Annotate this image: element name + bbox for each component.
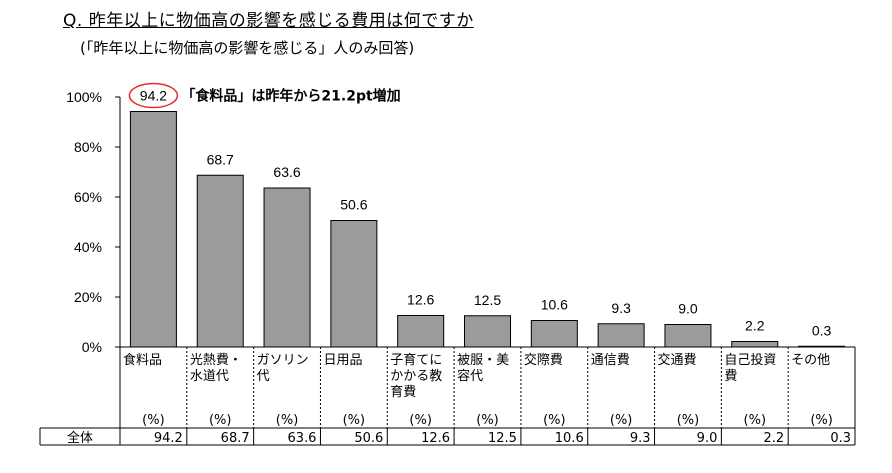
- table-cell-value: 12.6: [421, 431, 450, 446]
- bar-value-label: 63.6: [273, 164, 300, 180]
- bar-value-label: 0.3: [812, 322, 832, 338]
- y-tick-label: 20%: [74, 289, 102, 305]
- category-label: 育費: [390, 384, 416, 400]
- unit-label: (%): [810, 413, 833, 428]
- question-title: Q. 昨年以上に物価高の影響を感じる費用は何ですか: [63, 11, 474, 31]
- unit-label: (%): [744, 413, 767, 428]
- unit-label: (%): [409, 413, 432, 428]
- table-row-label: 全体: [67, 430, 93, 446]
- table-cell-value: 12.5: [488, 431, 517, 446]
- bar-value-label: 50.6: [340, 197, 367, 213]
- question-subtitle: (「昨年以上に物価高の影響を感じる」人のみ回答): [80, 39, 415, 57]
- bar: [397, 315, 445, 348]
- bar: [330, 220, 378, 348]
- bar-value-label: 68.7: [207, 151, 234, 167]
- y-tick-label: 0%: [82, 339, 102, 355]
- unit-label: (%): [142, 413, 165, 428]
- bar: [263, 187, 311, 348]
- category-label: 自己投資: [724, 352, 776, 368]
- category-label: 代: [257, 369, 270, 384]
- bar: [464, 315, 511, 348]
- bar-value-label: 9.3: [611, 300, 631, 316]
- category-label: 日用品: [323, 353, 362, 368]
- y-tick-label: 40%: [74, 239, 102, 255]
- category-label: 子育てに: [390, 352, 442, 368]
- unit-label: (%): [276, 413, 299, 428]
- bar: [129, 111, 177, 348]
- table-cell-value: 10.6: [555, 431, 584, 446]
- category-label: 被服・美: [457, 353, 509, 368]
- unit-label: (%): [543, 413, 566, 428]
- bar: [597, 323, 645, 348]
- bar-value-label: 2.2: [745, 318, 765, 334]
- bar-value-label: 12.5: [474, 292, 501, 308]
- table-cell-value: 9.3: [630, 431, 651, 446]
- category-label: ガソリン: [257, 353, 309, 368]
- category-label: 水道代: [190, 369, 229, 384]
- unit-label: (%): [677, 413, 700, 428]
- bar: [664, 324, 712, 348]
- highlight-circle: [128, 82, 179, 109]
- table-cell-value: 9.0: [697, 431, 718, 446]
- y-tick-label: 60%: [74, 189, 102, 205]
- unit-label: (%): [209, 413, 232, 428]
- table-cell-value: 2.2: [763, 431, 784, 446]
- bar: [798, 345, 846, 348]
- bar-value-label: 12.6: [407, 292, 434, 308]
- bar: [196, 174, 244, 348]
- category-label: 通信費: [591, 353, 630, 368]
- annotation-text: 「食料品」は昨年から21.2pt増加: [181, 88, 400, 105]
- category-label: 容代: [457, 368, 483, 384]
- table-cell-value: 63.6: [288, 431, 317, 446]
- bar: [530, 320, 578, 348]
- bar-value-label: 10.6: [541, 297, 568, 313]
- y-tick-label: 100%: [66, 89, 102, 105]
- unit-label: (%): [610, 413, 633, 428]
- unit-label: (%): [343, 413, 366, 428]
- table-cell-value: 50.6: [354, 431, 383, 446]
- category-label: 費: [724, 369, 737, 384]
- table-cell-value: 68.7: [221, 431, 250, 446]
- category-label: 食料品: [123, 352, 162, 368]
- category-label: かかる教: [390, 368, 442, 384]
- y-tick-label: 80%: [74, 139, 102, 155]
- bar-value-label: 94.2: [140, 88, 167, 104]
- table-cell-value: 94.2: [154, 431, 183, 446]
- bar: [731, 341, 779, 348]
- category-label: 交際費: [524, 352, 563, 368]
- bar-value-label: 9.0: [678, 301, 698, 317]
- category-label: その他: [791, 353, 830, 368]
- table-cell-value: 0.3: [830, 431, 851, 446]
- category-label: 交通費: [658, 352, 697, 368]
- unit-label: (%): [476, 413, 499, 428]
- category-label: 光熱費・: [190, 353, 242, 368]
